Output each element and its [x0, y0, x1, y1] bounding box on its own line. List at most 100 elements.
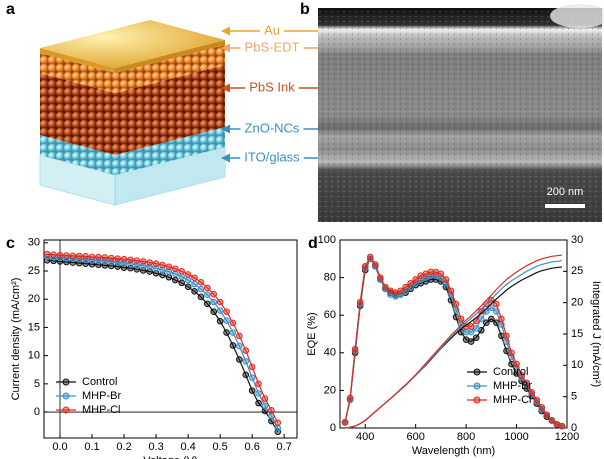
y2-tick-label: 30 [571, 234, 583, 246]
y-tick-label: 5 [34, 378, 40, 390]
data-point [229, 342, 237, 349]
y2-axis-label: Integrated J (mA/cm²) [590, 281, 602, 387]
legend-marker [62, 392, 70, 400]
data-point [159, 271, 166, 279]
data-point [488, 304, 495, 311]
legend-marker [62, 378, 70, 386]
data-point [472, 334, 480, 342]
legend-marker [473, 368, 481, 376]
data-point [268, 407, 275, 414]
data-point [56, 251, 64, 259]
panel-letter: d [308, 235, 318, 252]
data-point [361, 263, 369, 270]
data-point [216, 298, 224, 306]
y-tick-label: 0 [330, 422, 336, 434]
panel-letter: c [6, 235, 15, 252]
data-point [127, 256, 134, 264]
y-tick-label: 30 [28, 237, 40, 249]
data-point [75, 252, 83, 260]
x-tick-label: 0.6 [245, 441, 260, 453]
data-point [442, 276, 450, 283]
data-point [543, 411, 551, 419]
layer-label: ZnO-NCs [245, 120, 300, 135]
x-tick-label: 0.4 [180, 441, 195, 453]
y-tick-label: 20 [324, 384, 336, 396]
layer-label: PbS-EDT [245, 39, 300, 54]
legend-marker [62, 406, 70, 414]
data-point [63, 252, 70, 259]
data-point [366, 253, 374, 261]
data-point [242, 357, 250, 365]
data-point [204, 291, 211, 299]
data-point [197, 285, 205, 293]
data-point [346, 394, 354, 402]
data-point [178, 273, 186, 280]
data-point [172, 265, 179, 273]
y-tick-label: 40 [324, 347, 336, 359]
data-point [427, 268, 435, 276]
x-tick-label: 800 [457, 431, 475, 443]
layer-labels: Au PbS-EDT PbS Ink ZnO-NCs ITO/glass [221, 22, 335, 164]
data-point [242, 371, 250, 379]
data-point [197, 279, 205, 286]
data-point [210, 298, 218, 306]
data-point [229, 329, 237, 336]
data-point [351, 345, 359, 353]
data-point [165, 263, 173, 271]
panel-letter: a [6, 1, 15, 18]
data-point [412, 276, 419, 283]
series-line [47, 256, 279, 429]
series-line [47, 259, 279, 433]
data-point [462, 323, 470, 330]
data-point [467, 328, 475, 336]
data-point [133, 266, 141, 273]
data-point [216, 317, 224, 325]
data-point [382, 283, 389, 291]
data-point [43, 250, 51, 258]
data-point [184, 271, 192, 278]
legend-label: MHP-Br [82, 390, 121, 402]
data-point [88, 253, 96, 261]
data-point [248, 374, 256, 381]
data-point [139, 258, 147, 265]
data-point [223, 317, 230, 324]
x-tick-label: 600 [406, 431, 424, 443]
x-tick-label: 400 [356, 431, 374, 443]
x-tick-label: 0.1 [84, 441, 99, 453]
data-point [120, 255, 128, 263]
y2-tick-label: 0 [571, 422, 577, 434]
data-point [159, 261, 166, 269]
data-point [457, 315, 465, 323]
legend-label: MHP-Br [493, 380, 532, 392]
data-point [255, 380, 262, 388]
y-tick-label: 80 [324, 272, 336, 284]
data-point [178, 268, 186, 275]
data-point [236, 356, 243, 363]
y-tick-label: 15 [28, 321, 40, 333]
y-tick-label: 10 [28, 350, 40, 362]
data-point [503, 332, 510, 340]
data-point [204, 284, 211, 292]
data-point [165, 268, 173, 275]
data-point [69, 252, 77, 260]
data-point [341, 419, 349, 426]
data-point [488, 315, 495, 323]
data-point [229, 319, 237, 327]
data-point [482, 319, 490, 327]
x-axis-label: Wavelength (nm) [412, 445, 495, 457]
data-point [101, 254, 109, 261]
series-line [47, 253, 279, 424]
legend-marker [473, 396, 481, 404]
data-point [397, 287, 404, 295]
y-tick-label: 0 [34, 406, 40, 418]
data-point [261, 395, 269, 402]
data-point [191, 280, 198, 288]
data-point [467, 338, 475, 345]
data-point [210, 308, 218, 315]
data-point [452, 300, 460, 308]
layer-label: Au [264, 22, 280, 37]
legend-marker [473, 382, 481, 390]
data-point [120, 264, 128, 271]
y-axis-label: EQE (%) [306, 312, 318, 355]
